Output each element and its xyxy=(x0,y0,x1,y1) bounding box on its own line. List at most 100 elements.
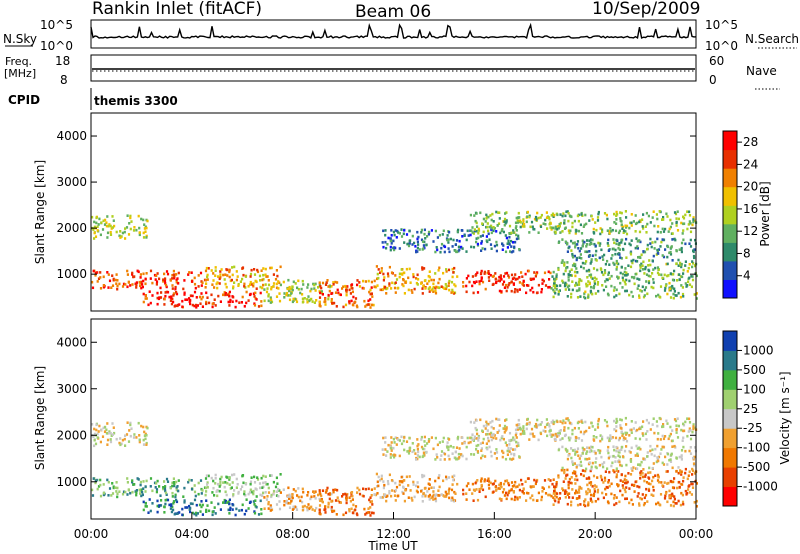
range-time-cell xyxy=(264,283,267,286)
range-time-cell xyxy=(668,281,671,285)
range-time-cell xyxy=(382,272,385,276)
range-time-cell xyxy=(144,282,147,286)
range-time-cell xyxy=(570,274,573,277)
range-time-cell xyxy=(689,222,692,225)
range-time-cell xyxy=(641,472,644,475)
range-time-cell xyxy=(656,230,659,234)
range-time-cell xyxy=(562,419,565,422)
range-time-cell xyxy=(575,258,578,262)
range-time-cell xyxy=(554,491,557,495)
range-time-cell xyxy=(512,490,515,493)
range-time-cell xyxy=(598,244,601,247)
range-time-cell xyxy=(291,496,294,500)
range-time-cell xyxy=(562,281,565,284)
range-time-cell xyxy=(451,245,454,248)
range-time-cell xyxy=(630,221,633,225)
range-time-cell xyxy=(613,295,616,299)
range-time-cell xyxy=(96,229,99,232)
range-time-cell xyxy=(594,500,597,503)
range-time-cell xyxy=(499,481,502,485)
range-time-cell xyxy=(602,288,605,292)
range-time-cell xyxy=(504,272,507,275)
range-time-cell xyxy=(376,277,379,281)
range-time-cell xyxy=(646,243,649,247)
range-time-cell xyxy=(515,233,518,237)
range-time-cell xyxy=(597,289,600,293)
range-time-cell xyxy=(164,282,167,285)
range-time-cell xyxy=(477,236,480,240)
range-time-cell xyxy=(671,445,674,448)
range-time-cell xyxy=(319,499,322,502)
range-time-cell xyxy=(490,228,493,231)
range-time-cell xyxy=(656,479,660,482)
range-time-cell xyxy=(661,254,664,257)
range-time-cell xyxy=(140,280,143,284)
range-time-cell xyxy=(432,493,435,497)
range-time-cell xyxy=(615,473,618,476)
range-time-cell xyxy=(171,481,174,485)
range-time-cell xyxy=(582,432,585,436)
range-time-cell xyxy=(625,237,628,241)
range-time-cell xyxy=(219,273,222,276)
range-time-cell xyxy=(229,487,232,490)
range-time-cell xyxy=(680,455,683,459)
range-time-cell xyxy=(384,436,387,439)
range-time-cell xyxy=(227,292,230,296)
range-time-cell xyxy=(596,490,599,494)
range-time-cell xyxy=(175,486,178,489)
range-time-cell xyxy=(659,438,662,441)
range-time-cell xyxy=(624,267,627,270)
range-time-cell xyxy=(382,278,385,282)
range-time-cell xyxy=(658,295,661,298)
range-time-cell xyxy=(541,486,544,489)
range-time-cell xyxy=(625,479,628,482)
range-time-cell xyxy=(95,221,98,225)
range-time-cell xyxy=(382,453,385,456)
range-time-cell xyxy=(173,275,176,278)
range-time-cell xyxy=(119,230,122,233)
range-time-cell xyxy=(606,217,609,221)
range-time-cell xyxy=(338,293,341,296)
range-time-cell xyxy=(267,502,270,506)
range-time-cell xyxy=(299,291,302,295)
range-time-cell xyxy=(163,487,167,491)
range-time-cell xyxy=(237,284,240,287)
range-time-cell xyxy=(110,227,113,230)
range-time-cell xyxy=(571,432,574,436)
range-time-cell xyxy=(336,488,339,492)
range-time-cell xyxy=(159,504,163,507)
range-time-cell xyxy=(544,430,547,433)
range-time-cell xyxy=(691,265,694,269)
range-time-cell xyxy=(174,495,177,499)
range-time-cell xyxy=(578,249,581,253)
range-time-cell xyxy=(603,253,606,257)
range-time-cell xyxy=(193,290,197,294)
range-time-cell xyxy=(216,281,219,284)
range-time-cell xyxy=(517,234,520,238)
range-time-cell xyxy=(421,475,424,479)
range-time-cell xyxy=(576,243,579,246)
range-time-cell xyxy=(113,431,116,435)
range-time-cell xyxy=(575,289,578,293)
range-time-cell xyxy=(677,258,680,262)
range-time-cell xyxy=(469,440,472,444)
colorbar-segment xyxy=(723,331,737,351)
range-time-cell xyxy=(138,233,141,237)
x-tick-label: 12:00 xyxy=(376,527,411,541)
range-time-cell xyxy=(491,212,494,216)
range-time-cell xyxy=(457,435,460,439)
range-time-cell xyxy=(181,305,184,309)
range-time-cell xyxy=(135,283,138,287)
range-time-cell xyxy=(138,226,141,230)
range-time-cell xyxy=(454,284,457,288)
range-time-cell xyxy=(165,477,169,481)
range-time-cell xyxy=(96,487,99,491)
range-time-cell xyxy=(657,432,660,435)
range-time-cell xyxy=(487,436,490,440)
range-time-cell xyxy=(688,421,692,424)
range-time-cell xyxy=(688,470,691,474)
range-time-cell xyxy=(535,272,538,276)
range-time-cell xyxy=(640,470,643,473)
range-time-cell xyxy=(171,274,174,277)
range-time-cell xyxy=(362,287,365,290)
